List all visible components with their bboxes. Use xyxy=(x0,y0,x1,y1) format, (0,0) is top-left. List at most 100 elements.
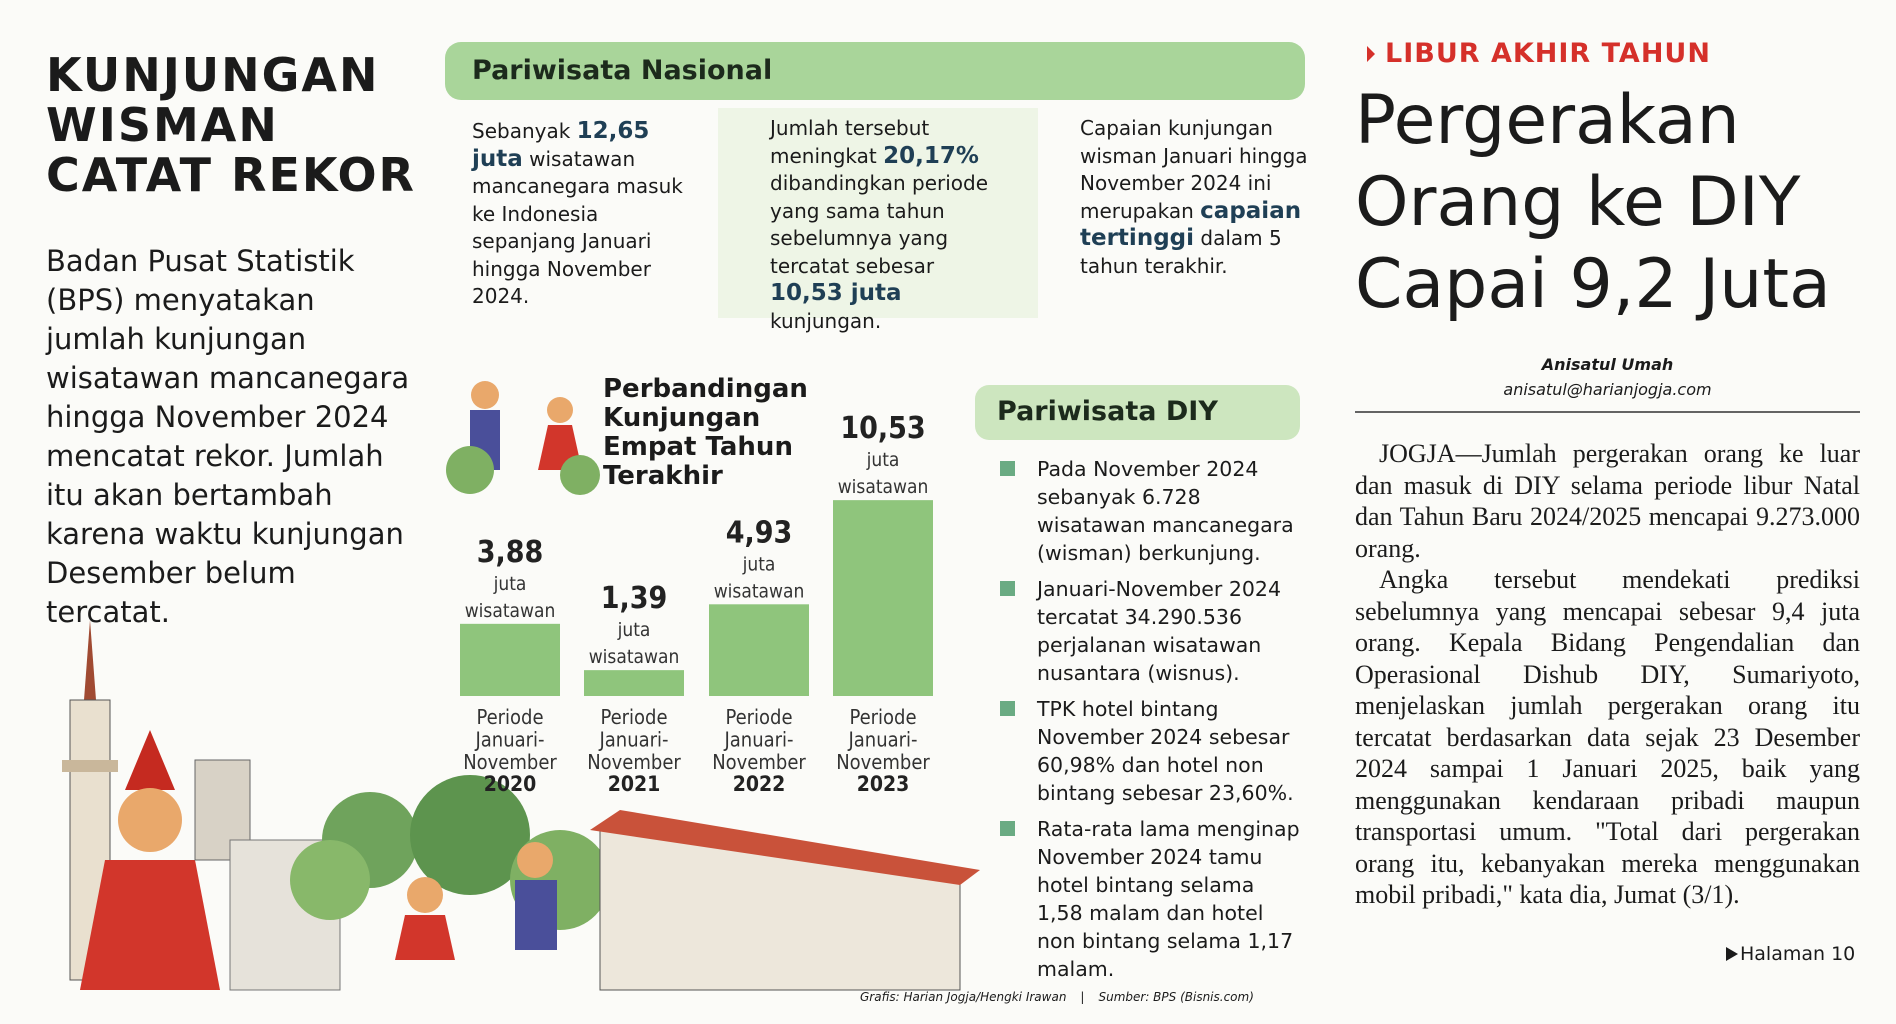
hat xyxy=(125,730,175,790)
national-header: Pariwisata Nasional xyxy=(472,55,773,86)
unit-label: juta xyxy=(742,553,776,575)
person xyxy=(407,877,443,913)
national-column: Capaian kunjungan wisman Januari hingga … xyxy=(1080,115,1315,280)
email: anisatul@harianjogja.com xyxy=(1503,380,1712,399)
diy-header-bar xyxy=(975,385,1300,440)
bar xyxy=(584,670,684,696)
diy-list: Pada November 2024 sebanyak 6.728 wisata… xyxy=(1000,455,1300,991)
bar xyxy=(833,500,933,696)
credit: Grafis: Harian Jogja/Hengki Irawan xyxy=(860,990,1067,1004)
author: Anisatul Umah xyxy=(1541,355,1674,374)
bar xyxy=(709,604,809,696)
kicker: LIBUR AKHIR TAHUN xyxy=(1385,38,1711,69)
paragraph: JOGJA—Jumlah pergerakan orang ke luar da… xyxy=(1355,439,1860,563)
headline: Pergerakan Orang ke DIY Capai 9,2 Juta xyxy=(1355,81,1831,324)
costume xyxy=(80,860,220,990)
text: kunjungan. xyxy=(770,308,882,333)
text: Sebanyak xyxy=(472,119,571,143)
category-label: November xyxy=(463,750,557,774)
item-text: Januari-November 2024 tercatat 34.290.53… xyxy=(1037,577,1282,685)
unit-label: wisatawan xyxy=(589,646,680,668)
item-text: Pada November 2024 sebanyak 6.728 wisata… xyxy=(1037,457,1294,565)
text: Jumlah tersebut meningkat xyxy=(770,116,930,168)
credit: Sumber: BPS (Bisnis.com) xyxy=(1098,990,1254,1004)
person xyxy=(471,381,499,409)
person-shirt xyxy=(515,880,557,950)
continue-arrow xyxy=(1726,947,1738,961)
article-body: JOGJA—Jumlah pergerakan orang ke luar da… xyxy=(1355,438,1860,911)
unit-label: juta xyxy=(617,619,651,641)
category-year: 2020 xyxy=(484,772,537,796)
unit-label: wisatawan xyxy=(714,580,805,602)
list-item: Pada November 2024 sebanyak 6.728 wisata… xyxy=(1000,455,1300,567)
unit-label: wisatawan xyxy=(838,476,929,498)
highlight: 12,65 juta xyxy=(472,118,650,172)
national-column: Jumlah tersebut meningkat 20,17% dibandi… xyxy=(770,115,1005,335)
tower-ring xyxy=(62,760,118,772)
person xyxy=(547,397,573,423)
value-label: 4,93 xyxy=(726,515,793,550)
text: dalam 5 tahun terakhir. xyxy=(1080,226,1282,278)
value-label: 3,88 xyxy=(477,535,544,570)
highlight: capaian tertinggi xyxy=(1080,197,1302,252)
bullet xyxy=(1000,461,1015,476)
category-label: Periode xyxy=(849,705,916,729)
unit-label: wisatawan xyxy=(465,600,556,622)
category-year: 2023 xyxy=(857,772,910,796)
category-label: November xyxy=(836,750,930,774)
item-text: TPK hotel bintang November 2024 sebesar … xyxy=(1037,697,1294,805)
value-label: 1,39 xyxy=(601,581,668,616)
tree xyxy=(290,840,370,920)
category-label: Januari- xyxy=(723,728,793,752)
paragraph: Angka tersebut mendekati prediksi sebelu… xyxy=(1355,565,1860,909)
list-item: TPK hotel bintang November 2024 sebesar … xyxy=(1000,695,1300,807)
category-label: Januari- xyxy=(847,728,917,752)
person-dress xyxy=(395,915,455,960)
credits: Grafis: Harian Jogja/Hengki Irawan | Sumbe… xyxy=(860,990,1268,1004)
tree xyxy=(446,446,494,494)
tower-tip xyxy=(84,620,96,700)
title-line: KUNJUNGAN xyxy=(46,48,380,102)
kicker-arrow xyxy=(1367,46,1375,62)
category-label: Periode xyxy=(476,705,543,729)
category-label: November xyxy=(712,750,806,774)
list-item: Januari-November 2024 tercatat 34.290.53… xyxy=(1000,575,1300,687)
continued: Halaman 10 xyxy=(1740,943,1856,965)
bullet xyxy=(1000,701,1015,716)
tree xyxy=(560,455,600,495)
list-item: Rata-rata lama menginap November 2024 ta… xyxy=(1000,815,1300,983)
left-body: Badan Pusat Statistik (BPS) menyatakan j… xyxy=(46,244,410,629)
bullet xyxy=(1000,821,1015,836)
title-line: CATAT REKOR xyxy=(46,148,416,202)
category-label: Januari- xyxy=(474,728,544,752)
national-column: Sebanyak 12,65 juta wisatawan mancanegar… xyxy=(472,118,707,311)
tree xyxy=(410,775,530,895)
category-label: Januari- xyxy=(598,728,668,752)
text: wisatawan mancanegara masuk ke Indonesia… xyxy=(472,146,683,309)
bar-chart: 3,88jutawisatawanPeriodeJanuari-November… xyxy=(460,411,933,796)
category-label: November xyxy=(587,750,681,774)
highlight: 10,53 juta xyxy=(770,280,902,306)
item-text: Rata-rata lama menginap November 2024 ta… xyxy=(1037,817,1300,981)
unit-label: juta xyxy=(493,573,527,595)
head xyxy=(118,788,182,852)
text: dibandingkan periode yang sama tahun seb… xyxy=(770,171,989,278)
chart-title: Perbandingan Kunjungan Empat Tahun Terak… xyxy=(603,374,808,491)
category-year: 2021 xyxy=(608,772,661,796)
category-label: Periode xyxy=(725,705,792,729)
category-year: 2022 xyxy=(733,772,786,796)
title-line: WISMAN xyxy=(46,98,279,152)
text: Capaian kunjungan wisman Januari hingga … xyxy=(1080,116,1308,223)
category-label: Periode xyxy=(600,705,667,729)
diy-header: Pariwisata DIY xyxy=(997,396,1218,427)
roof xyxy=(590,810,980,885)
left-title: KUNJUNGAN WISMAN CATAT REKOR xyxy=(46,50,416,200)
highlight: 20,17% xyxy=(883,142,979,169)
illustration xyxy=(62,381,980,991)
value-label: 10,53 xyxy=(840,411,925,446)
shade xyxy=(718,108,1038,318)
national-header-bar xyxy=(445,42,1305,100)
bar xyxy=(460,623,560,696)
